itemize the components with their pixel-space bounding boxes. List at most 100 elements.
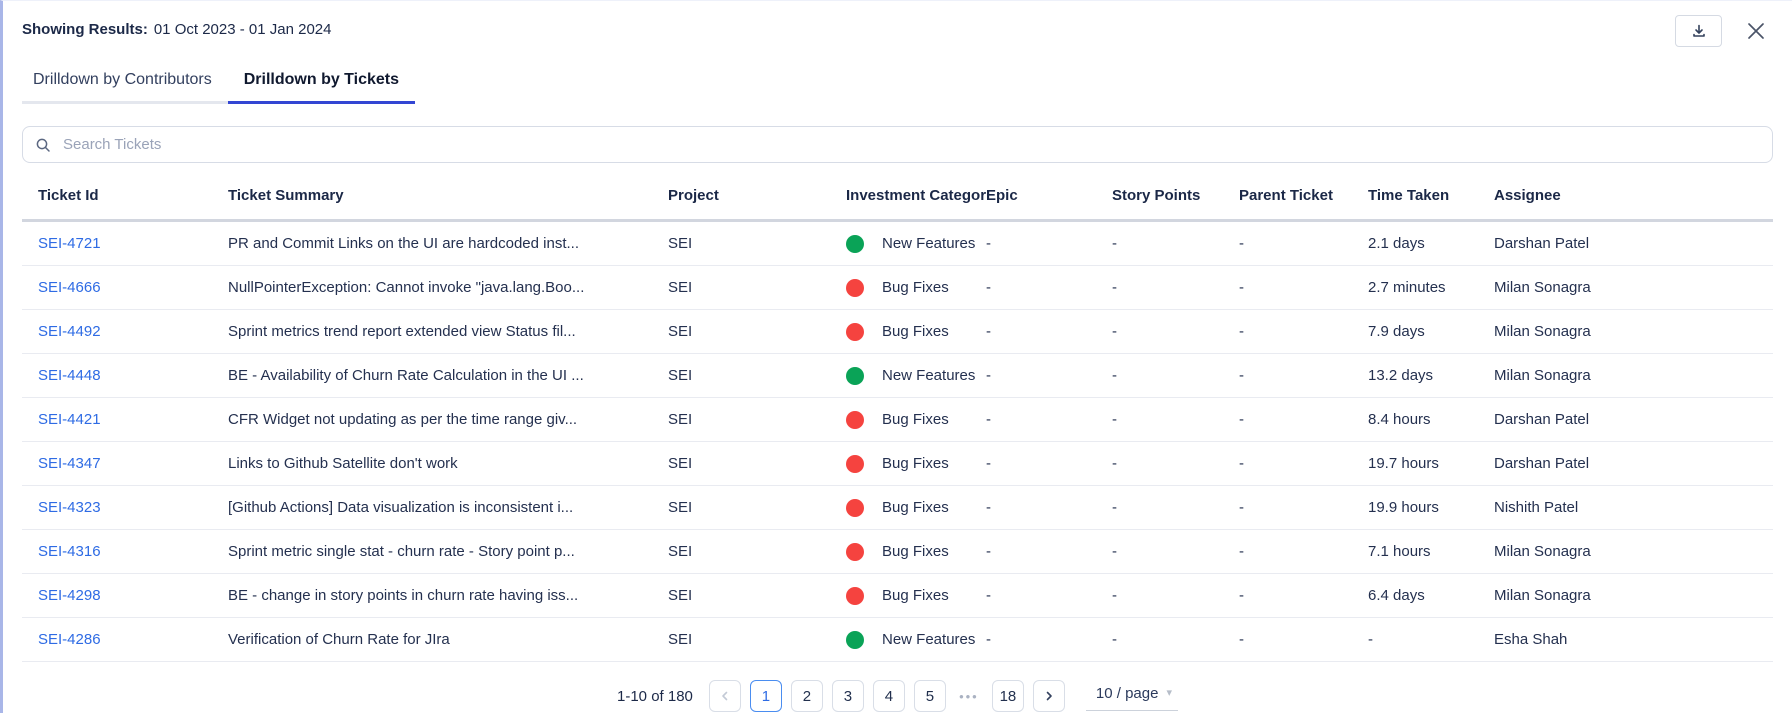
investment-category-cell: Bug Fixes — [846, 442, 978, 485]
col-header-ticket-id: Ticket Id — [22, 163, 228, 222]
investment-category-cell: Bug Fixes — [846, 266, 978, 309]
category-dot-icon — [846, 234, 864, 253]
assignee-cell: Milan Sonagra — [1494, 573, 1773, 618]
col-header-project: Project — [668, 163, 846, 222]
epic-cell: - — [986, 353, 1112, 398]
table-row: SEI-4316 Sprint metric single stat - chu… — [22, 529, 1773, 574]
table-row: SEI-4347 Links to Github Satellite don't… — [22, 441, 1773, 486]
col-header-ticket-summary: Ticket Summary — [228, 163, 668, 222]
tab-drilldown-by-tickets[interactable]: Drilldown by Tickets — [227, 61, 416, 104]
epic-cell: - — [986, 529, 1112, 574]
ticket-id-link[interactable]: SEI-4421 — [38, 411, 101, 428]
assignee-cell: Milan Sonagra — [1494, 265, 1773, 310]
download-button[interactable] — [1675, 15, 1722, 47]
category-dot-icon — [846, 454, 864, 473]
page-button-1[interactable]: 1 — [749, 680, 782, 712]
category-label: New Features — [882, 631, 976, 648]
search-wrap — [22, 126, 1773, 163]
time-taken-cell: 19.7 hours — [1368, 441, 1494, 486]
epic-cell: - — [986, 220, 1112, 266]
parent-ticket-cell: - — [1239, 485, 1368, 530]
ticket-id-link[interactable]: SEI-4666 — [38, 279, 101, 296]
table-header-row: Ticket Id Ticket Summary Project Investm… — [22, 163, 1773, 222]
next-page-button[interactable] — [1032, 680, 1065, 712]
ticket-id-link[interactable]: SEI-4286 — [38, 631, 101, 648]
assignee-cell: Darshan Patel — [1494, 441, 1773, 486]
category-label: Bug Fixes — [882, 279, 949, 296]
page-button-3[interactable]: 3 — [831, 680, 864, 712]
showing-results-label: Showing Results: — [22, 21, 148, 38]
time-taken-cell: 2.1 days — [1368, 220, 1494, 266]
story-points-cell: - — [1112, 529, 1239, 574]
parent-ticket-cell: - — [1239, 573, 1368, 618]
assignee-cell: Milan Sonagra — [1494, 529, 1773, 574]
ticket-summary-cell: Sprint metrics trend report extended vie… — [228, 309, 668, 354]
tab-drilldown-by-contributors[interactable]: Drilldown by Contributors — [22, 61, 228, 104]
ticket-summary-cell: BE - Availability of Churn Rate Calculat… — [228, 353, 668, 398]
investment-category-cell: New Features — [846, 618, 978, 661]
assignee-cell: Darshan Patel — [1494, 220, 1773, 266]
ticket-summary-cell: BE - change in story points in churn rat… — [228, 573, 668, 618]
project-cell: SEI — [668, 309, 846, 354]
category-dot-icon — [846, 278, 864, 297]
download-icon — [1691, 23, 1707, 39]
parent-ticket-cell: - — [1239, 397, 1368, 442]
date-range-text: 01 Oct 2023 - 01 Jan 2024 — [153, 21, 332, 38]
project-cell: SEI — [668, 265, 846, 310]
story-points-cell: - — [1112, 441, 1239, 486]
col-header-epic: Epic — [986, 163, 1112, 222]
ticket-id-link[interactable]: SEI-4448 — [38, 367, 101, 384]
chevron-right-icon — [1043, 690, 1055, 702]
category-label: Bug Fixes — [882, 499, 949, 516]
ticket-id-link[interactable]: SEI-4721 — [38, 235, 101, 252]
table-row: SEI-4421 CFR Widget not updating as per … — [22, 397, 1773, 442]
topbar-actions — [1675, 15, 1770, 47]
search-box — [22, 126, 1773, 163]
project-cell: SEI — [668, 220, 846, 266]
search-input[interactable] — [61, 135, 1760, 154]
table-row: SEI-4492 Sprint metrics trend report ext… — [22, 309, 1773, 354]
col-header-story-points: Story Points — [1112, 163, 1239, 222]
time-taken-cell: 8.4 hours — [1368, 397, 1494, 442]
page-size-select[interactable]: 10 / page ▾ — [1085, 681, 1178, 711]
tickets-table: Ticket Id Ticket Summary Project Investm… — [22, 163, 1773, 662]
story-points-cell: - — [1112, 397, 1239, 442]
ticket-summary-cell: Links to Github Satellite don't work — [228, 441, 668, 486]
time-taken-cell: 13.2 days — [1368, 353, 1494, 398]
ticket-id-link[interactable]: SEI-4323 — [38, 499, 101, 516]
prev-page-button[interactable] — [708, 680, 741, 712]
story-points-cell: - — [1112, 573, 1239, 618]
epic-cell: - — [986, 397, 1112, 442]
col-header-investment-category: Investment Category — [846, 163, 986, 222]
table-row: SEI-4721 PR and Commit Links on the UI a… — [22, 220, 1773, 266]
parent-ticket-cell: - — [1239, 309, 1368, 354]
table-row: SEI-4298 BE - change in story points in … — [22, 573, 1773, 618]
ticket-id-link[interactable]: SEI-4492 — [38, 323, 101, 340]
category-dot-icon — [846, 586, 864, 605]
ticket-id-link[interactable]: SEI-4316 — [38, 543, 101, 560]
investment-category-cell: New Features — [846, 222, 978, 265]
close-button[interactable] — [1742, 17, 1770, 45]
page-button-5[interactable]: 5 — [913, 680, 946, 712]
project-cell: SEI — [668, 353, 846, 398]
ticket-id-link[interactable]: SEI-4298 — [38, 587, 101, 604]
category-dot-icon — [846, 322, 864, 341]
category-label: New Features — [882, 235, 976, 252]
col-header-assignee: Assignee — [1494, 163, 1773, 222]
last-page-button[interactable]: 18 — [991, 680, 1024, 712]
page-button-2[interactable]: 2 — [790, 680, 823, 712]
category-label: New Features — [882, 367, 976, 384]
investment-category-cell: Bug Fixes — [846, 486, 978, 529]
assignee-cell: Darshan Patel — [1494, 397, 1773, 442]
ticket-id-link[interactable]: SEI-4347 — [38, 455, 101, 472]
investment-category-cell: Bug Fixes — [846, 310, 978, 353]
investment-category-cell: New Features — [846, 354, 978, 397]
investment-category-cell: Bug Fixes — [846, 574, 978, 617]
page-button-4[interactable]: 4 — [872, 680, 905, 712]
showing-results-text: Showing Results: 01 Oct 2023 - 01 Jan 202… — [22, 15, 331, 38]
col-header-time-taken: Time Taken — [1368, 163, 1494, 222]
category-dot-icon — [846, 542, 864, 561]
time-taken-cell: 7.1 hours — [1368, 529, 1494, 574]
assignee-cell: Milan Sonagra — [1494, 353, 1773, 398]
